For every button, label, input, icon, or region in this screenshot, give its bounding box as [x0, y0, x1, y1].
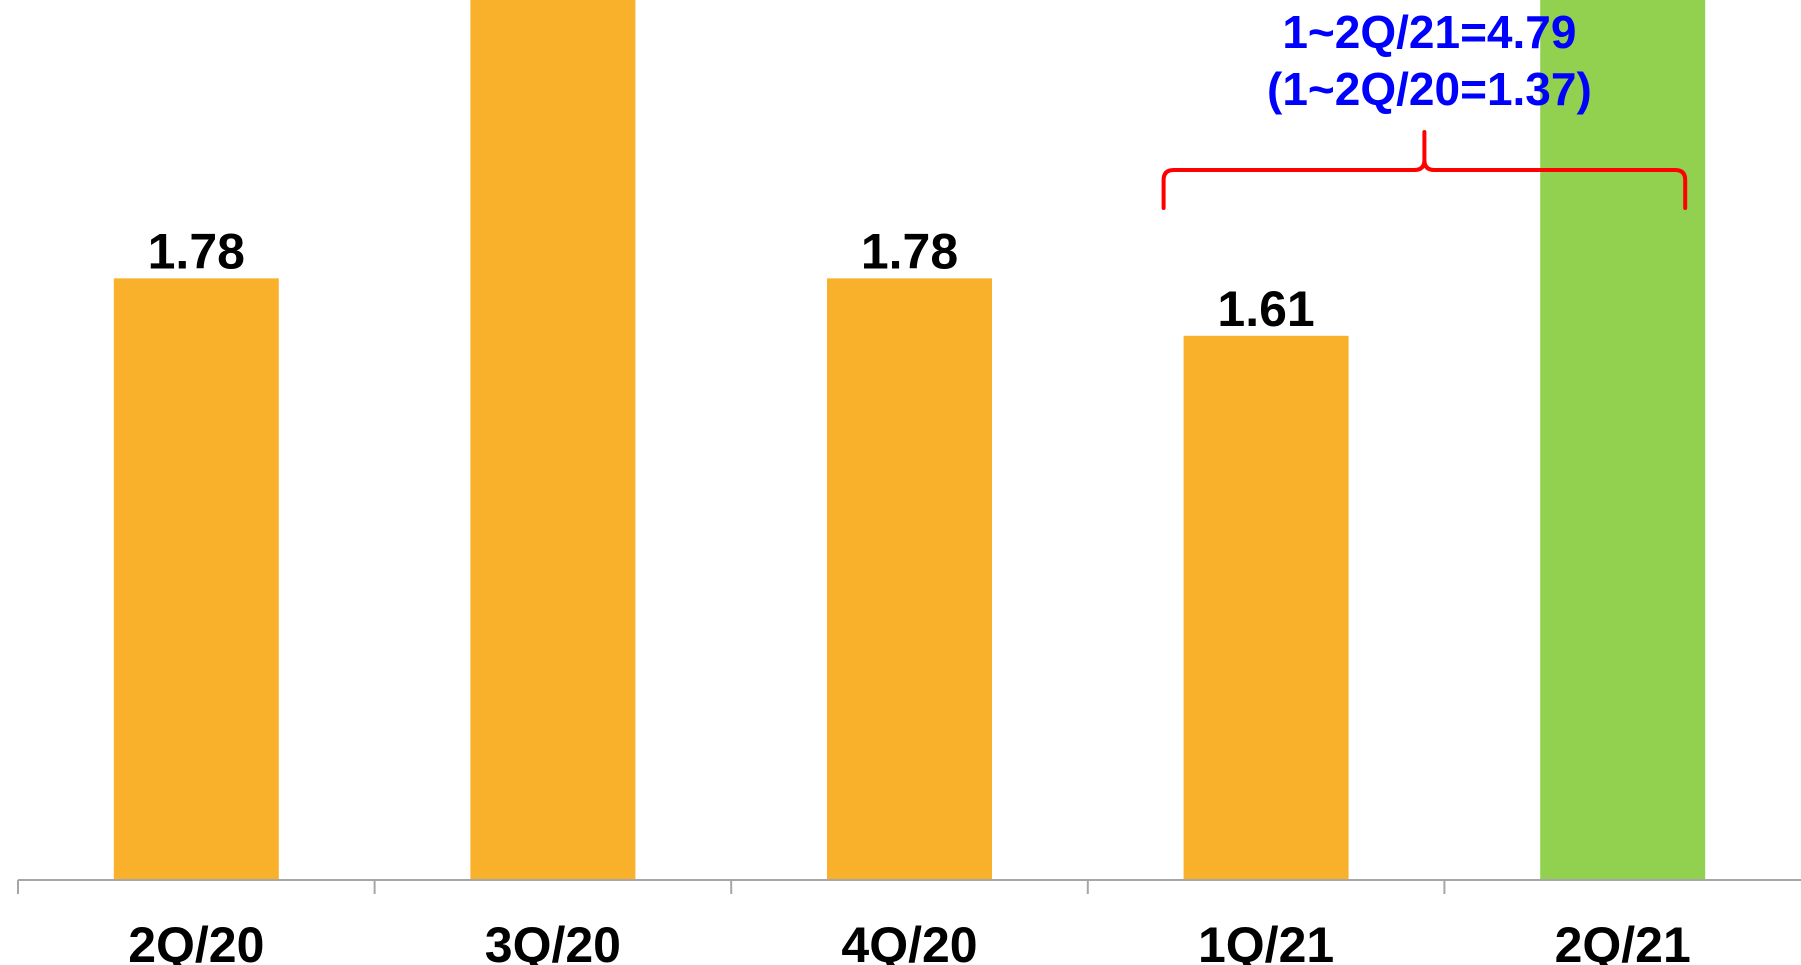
tick-label-1Q-21: 1Q/21 — [1198, 917, 1334, 965]
value-label-1Q-21: 1.61 — [1217, 281, 1314, 337]
bar-3Q-20 — [470, 0, 635, 880]
annotation-line-1: 1~2Q/21=4.79 — [1282, 6, 1576, 58]
annotation-line-2: (1~2Q/20=1.37) — [1267, 63, 1592, 115]
bars-group — [114, 0, 1705, 880]
tick-label-4Q-20: 4Q/20 — [841, 917, 977, 965]
value-label-4Q-20: 1.78 — [861, 223, 958, 279]
bar-2Q-20 — [114, 278, 279, 880]
value-label-2Q-20: 1.78 — [148, 223, 245, 279]
bar-4Q-20 — [827, 278, 992, 880]
bar-1Q-21 — [1184, 336, 1349, 880]
tick-label-2Q-21: 2Q/21 — [1555, 917, 1691, 965]
tick-label-2Q-20: 2Q/20 — [128, 917, 264, 965]
tick-label-3Q-20: 3Q/20 — [485, 917, 621, 965]
x-axis-tick-labels-group: 2Q/20 3Q/20 4Q/20 1Q/21 2Q/21 — [128, 917, 1691, 965]
x-axis-ticks-group — [18, 880, 1444, 894]
bar-2Q-21 — [1540, 0, 1705, 880]
